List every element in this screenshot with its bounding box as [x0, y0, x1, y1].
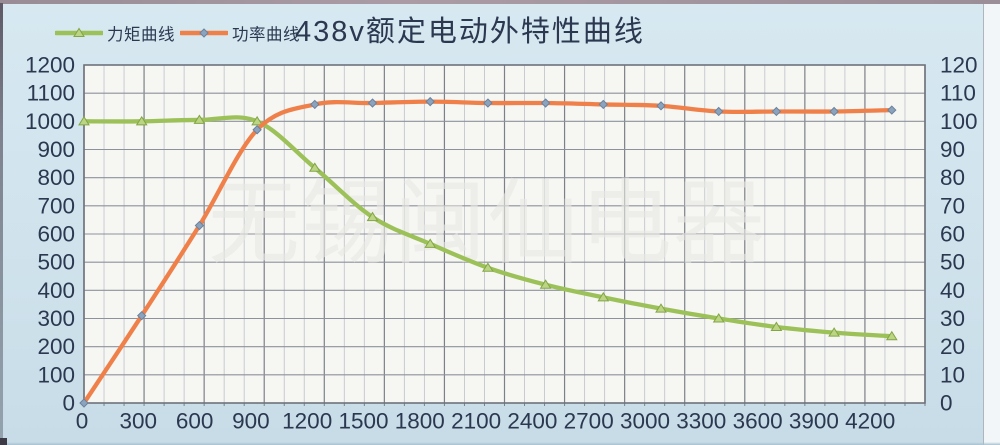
svg-text:3900: 3900 — [789, 409, 839, 434]
svg-text:120: 120 — [940, 53, 978, 78]
svg-text:300: 300 — [120, 409, 158, 434]
svg-text:70: 70 — [940, 193, 965, 218]
scan-page-right-margin — [983, 4, 1000, 445]
scan-corner-mark — [0, 438, 7, 445]
svg-text:1100: 1100 — [27, 81, 75, 106]
svg-text:600: 600 — [176, 409, 214, 434]
svg-text:300: 300 — [37, 306, 75, 331]
svg-text:80: 80 — [940, 165, 965, 190]
svg-text:900: 900 — [37, 137, 75, 162]
svg-text:1500: 1500 — [338, 409, 388, 434]
svg-text:40: 40 — [940, 278, 965, 303]
chart-legend: 力矩曲线 功率曲线 — [55, 21, 300, 45]
svg-text:500: 500 — [37, 250, 75, 275]
svg-text:1000: 1000 — [25, 109, 75, 134]
svg-text:90: 90 — [940, 137, 965, 162]
scan-edge-bottom — [0, 442, 1000, 445]
svg-text:2400: 2400 — [507, 409, 557, 434]
svg-text:2100: 2100 — [451, 409, 501, 434]
svg-text:60: 60 — [940, 222, 965, 247]
svg-text:200: 200 — [37, 334, 75, 359]
legend-item-power: 功率曲线 — [180, 21, 300, 45]
svg-text:50: 50 — [940, 250, 965, 275]
chart-title: 438v额定电动外特性曲线 — [295, 16, 645, 48]
svg-text:800: 800 — [37, 165, 75, 190]
svg-text:100: 100 — [37, 362, 75, 387]
svg-text:110: 110 — [940, 81, 976, 106]
svg-text:30: 30 — [940, 306, 965, 331]
svg-text:3600: 3600 — [733, 409, 783, 434]
torque-line-swatch-icon — [55, 27, 103, 37]
svg-text:0: 0 — [76, 409, 89, 434]
power-line-swatch-icon — [180, 28, 228, 38]
svg-text:1200: 1200 — [25, 53, 75, 78]
svg-text:2700: 2700 — [564, 409, 614, 434]
svg-text:1800: 1800 — [395, 409, 445, 434]
legend-label-power: 功率曲线 — [232, 26, 300, 44]
svg-text:10: 10 — [940, 362, 965, 387]
legend-item-torque: 力矩曲线 — [55, 21, 175, 45]
svg-text:3300: 3300 — [676, 409, 726, 434]
svg-text:无锡闽仙电器: 无锡闽仙电器 — [208, 173, 766, 275]
svg-text:4200: 4200 — [845, 409, 895, 434]
scan-edge-left — [0, 3, 3, 440]
svg-text:3000: 3000 — [620, 409, 670, 434]
svg-text:1200: 1200 — [282, 409, 332, 434]
svg-text:600: 600 — [37, 222, 75, 247]
svg-text:0: 0 — [62, 391, 75, 416]
svg-text:700: 700 — [37, 193, 75, 218]
svg-text:0: 0 — [940, 391, 953, 416]
svg-text:100: 100 — [940, 109, 978, 134]
legend-label-torque: 力矩曲线 — [107, 26, 175, 44]
svg-text:20: 20 — [940, 334, 965, 359]
svg-text:400: 400 — [37, 278, 75, 303]
svg-text:900: 900 — [232, 409, 270, 434]
scan-edge-top — [0, 0, 1000, 4]
